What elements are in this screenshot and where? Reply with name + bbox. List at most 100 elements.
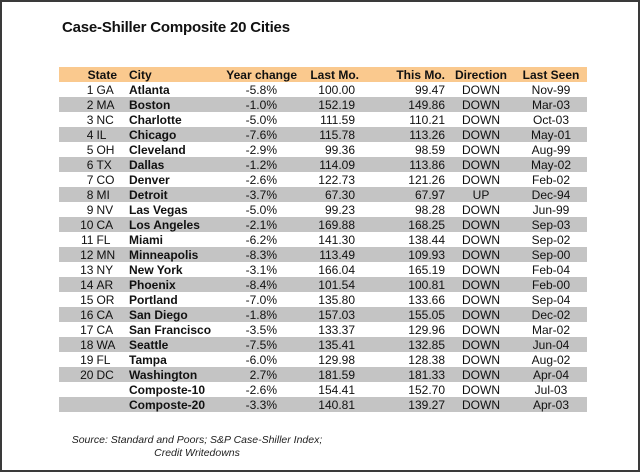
cell-this-mo: 168.25: [408, 217, 445, 232]
cell-direction: DOWN: [462, 82, 500, 97]
cell-year-change: -8.3%: [245, 247, 277, 262]
cell-last-seen: Feb-02: [531, 172, 571, 187]
cell-state: 15 OR: [59, 293, 129, 307]
cell-last-mo: 113.49: [319, 247, 355, 262]
cell-direction: DOWN: [462, 337, 500, 352]
cell-this-mo: 98.59: [414, 142, 445, 157]
cell-state-code: NC: [96, 112, 114, 127]
cell-year-change: -8.4%: [245, 277, 277, 292]
data-table: State City Year change Last Mo. This Mo.…: [59, 67, 587, 412]
cell-state-code: TX: [96, 157, 112, 172]
cell-state-code: OR: [96, 292, 115, 307]
cell-direction: DOWN: [462, 277, 500, 292]
cell-last-seen: Jul-03: [534, 382, 568, 397]
cell-state: 11 FL: [59, 233, 129, 247]
cell-last-seen: Feb-00: [531, 277, 571, 292]
cell-direction: DOWN: [462, 112, 500, 127]
cell-state-code: IL: [96, 127, 107, 142]
cell-direction: DOWN: [462, 367, 500, 382]
cell-this-mo: 138.44: [408, 232, 445, 247]
cell-last-mo: 140.81: [318, 397, 355, 412]
cell-direction: DOWN: [462, 232, 500, 247]
cell-last-mo: 111.59: [320, 112, 355, 127]
cell-state: 7 CO: [59, 173, 129, 187]
table-row: 6 TX Dallas -1.2% 114.09 113.86 DOWN May-02: [59, 157, 587, 172]
cell-direction: DOWN: [462, 247, 500, 262]
cell-this-mo: 165.19: [408, 262, 445, 277]
cell-city: Boston: [129, 97, 171, 112]
cell-city: Los Angeles: [129, 217, 200, 232]
cell-city: Portland: [129, 292, 178, 307]
table-row: 13 NY New York -3.1% 166.04 165.19 DOWN Feb-04: [59, 262, 587, 277]
cell-city: Las Vegas: [129, 202, 188, 217]
cell-rank: 10: [80, 217, 94, 232]
cell-rank: 13: [80, 262, 94, 277]
cell-state: 10 CA: [59, 218, 129, 232]
cell-last-seen: May-02: [530, 157, 571, 172]
cell-last-mo: 99.23: [324, 202, 355, 217]
cell-city: Composte-20: [129, 397, 206, 412]
cell-city: Phoenix: [129, 277, 176, 292]
cell-rank: 11: [80, 232, 94, 247]
cell-rank: 9: [86, 202, 94, 217]
cell-this-mo: 113.86: [409, 157, 445, 172]
cell-this-mo: 67.97: [414, 187, 445, 202]
cell-state: 4 IL: [59, 128, 129, 142]
cell-state-code: NV: [96, 202, 114, 217]
cell-this-mo: 129.96: [408, 322, 445, 337]
table-body: 1 GA Atlanta -5.8% 100.00 99.47 DOWN Nov-99 2 MA B…: [59, 82, 587, 412]
cell-rank: 20: [80, 367, 94, 382]
cell-state: 6 TX: [59, 158, 129, 172]
cell-this-mo: 100.81: [408, 277, 445, 292]
cell-year-change: -2.9%: [245, 142, 277, 157]
cell-year-change: -3.7%: [245, 187, 277, 202]
table-row: 15 OR Portland -7.0% 135.80 133.66 DOWN Sep-04: [59, 292, 587, 307]
cell-last-mo: 135.80: [318, 292, 355, 307]
cell-this-mo: 121.26: [408, 172, 445, 187]
table-row: Composte-20 -3.3% 140.81 139.27 DOWN Apr-03: [59, 397, 587, 412]
cell-city: Miami: [129, 232, 164, 247]
header-direction: Direction: [454, 67, 507, 82]
cell-direction: DOWN: [462, 97, 500, 112]
table-row: 8 MI Detroit -3.7% 67.30 67.97 UP Dec-94: [59, 187, 587, 202]
cell-last-mo: 129.98: [318, 352, 355, 367]
cell-rank: 3: [86, 112, 94, 127]
cell-city: Seattle: [129, 337, 169, 352]
cell-this-mo: 109.93: [408, 247, 445, 262]
header-state: State: [87, 67, 117, 82]
cell-last-mo: 135.41: [318, 337, 355, 352]
cell-last-seen: Mar-02: [531, 322, 570, 337]
cell-state-code: CA: [96, 217, 114, 232]
cell-year-change: -7.5%: [245, 337, 277, 352]
cell-state-code: WA: [96, 337, 116, 352]
cell-state-code: GA: [96, 82, 114, 97]
cell-last-seen: Mar-03: [531, 97, 570, 112]
cell-state-code: FL: [96, 232, 111, 247]
cell-this-mo: 113.26: [409, 127, 445, 142]
cell-state: 14 AR: [59, 278, 129, 292]
cell-rank: 7: [86, 172, 94, 187]
cell-year-change: -1.0%: [245, 97, 277, 112]
table-row: 19 FL Tampa -6.0% 129.98 128.38 DOWN Aug-02: [59, 352, 587, 367]
cell-direction: DOWN: [462, 217, 500, 232]
cell-last-mo: 115.78: [319, 127, 355, 142]
cell-last-mo: 122.73: [318, 172, 355, 187]
cell-last-seen: Aug-02: [531, 352, 571, 367]
cell-last-seen: Dec-94: [531, 187, 571, 202]
cell-city: Detroit: [129, 187, 168, 202]
cell-state: 2 MA: [59, 98, 129, 112]
cell-rank: 1: [86, 82, 94, 97]
cell-this-mo: 110.21: [409, 112, 445, 127]
table-row: 4 IL Chicago -7.6% 115.78 113.26 DOWN May-01: [59, 127, 587, 142]
page-title: Case-Shiller Composite 20 Cities: [62, 19, 290, 36]
cell-year-change: -6.0%: [245, 352, 277, 367]
cell-city: Washington: [129, 367, 198, 382]
cell-this-mo: 128.38: [408, 352, 445, 367]
source-line-1: Source: Standard and Poors; S&P Case-Shi…: [71, 434, 323, 446]
cell-year-change: -1.2%: [245, 157, 277, 172]
cell-direction: DOWN: [462, 292, 500, 307]
cell-last-seen: Sep-00: [531, 247, 571, 262]
cell-state: 20 DC: [59, 368, 129, 382]
cell-state-code: AR: [96, 277, 114, 292]
cell-rank: 4: [86, 127, 94, 142]
